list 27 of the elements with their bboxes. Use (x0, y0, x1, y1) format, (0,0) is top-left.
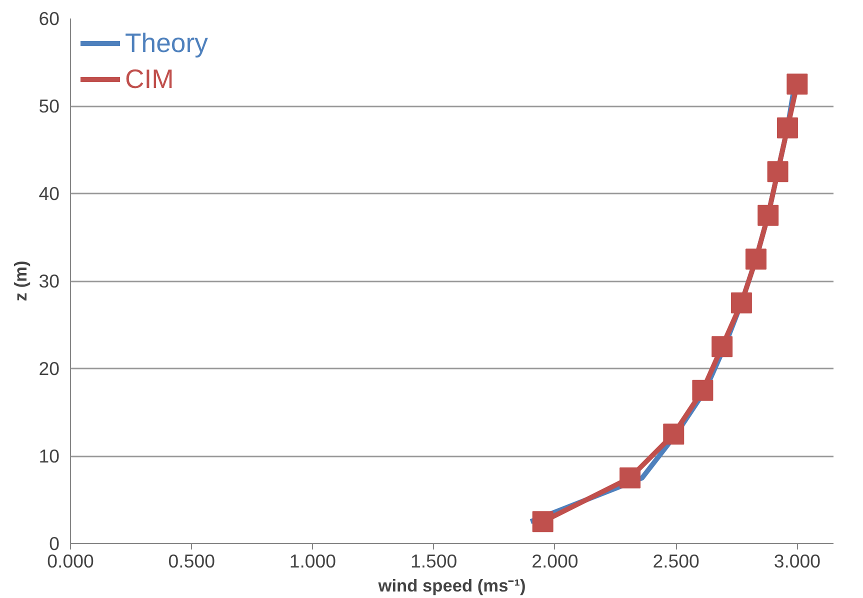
x-tick-label: 2.500 (652, 550, 700, 572)
y-tick-label: 30 (38, 270, 60, 292)
y-tick-label: 50 (38, 96, 60, 116)
x-tick-label: 1.000 (289, 550, 336, 572)
x-axis-title: wind speed (ms⁻¹) (377, 576, 526, 596)
point (758, 204, 779, 226)
point (532, 511, 554, 532)
point (663, 424, 684, 445)
point (767, 161, 788, 182)
point (692, 380, 714, 401)
point (730, 292, 752, 314)
y-tick-label: 60 (38, 8, 60, 29)
x-tick-label: 0.500 (168, 550, 215, 572)
x-tick-label: 3.000 (774, 550, 821, 572)
x-tick-label: 1.500 (410, 550, 458, 572)
point (776, 117, 798, 138)
point (786, 74, 808, 95)
y-axis-title: z (m) (10, 260, 31, 302)
point (745, 248, 766, 270)
y-tick-label: 10 (38, 446, 60, 466)
point (620, 467, 641, 488)
point (712, 336, 733, 358)
y-tick-label: 20 (38, 358, 60, 379)
x-tick-label: 2.000 (532, 550, 578, 572)
y-tick-label: 40 (38, 183, 60, 204)
legend-label: Theory (125, 26, 208, 60)
legend-label: CIM (125, 62, 174, 96)
